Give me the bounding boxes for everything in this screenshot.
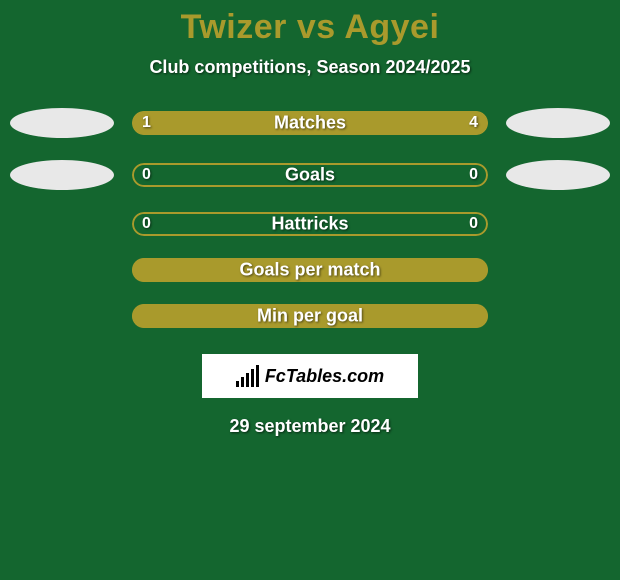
page-title: Twizer vs Agyei xyxy=(0,0,620,47)
logo-bar-icon xyxy=(251,369,254,387)
stat-bar-matches: Matches 1 4 xyxy=(132,111,488,135)
comparison-card: Twizer vs Agyei Club competitions, Seaso… xyxy=(0,0,620,580)
stat-label: Matches xyxy=(274,113,346,134)
stat-row-hattricks: Hattricks 0 0 xyxy=(10,212,610,236)
site-logo[interactable]: FcTables.com xyxy=(202,354,418,398)
stat-bar-min-per-goal: Min per goal xyxy=(132,304,488,328)
stat-row-goals-per-match: Goals per match xyxy=(10,258,610,282)
title-vs: vs xyxy=(297,8,336,46)
stat-value-right: 0 xyxy=(469,215,478,233)
player-right-oval xyxy=(506,108,610,138)
date-label: 29 september 2024 xyxy=(0,416,620,437)
stat-bar-goals: Goals 0 0 xyxy=(132,163,488,187)
stat-value-left: 0 xyxy=(142,166,151,184)
stat-value-right: 0 xyxy=(469,166,478,184)
stat-row-matches: Matches 1 4 xyxy=(10,108,610,138)
logo-bar-icon xyxy=(241,377,244,387)
stat-row-goals: Goals 0 0 xyxy=(10,160,610,190)
stat-row-min-per-goal: Min per goal xyxy=(10,304,610,328)
stat-label: Goals per match xyxy=(239,260,380,281)
player-left-oval xyxy=(10,108,114,138)
stat-value-left: 0 xyxy=(142,215,151,233)
stat-bar-goals-per-match: Goals per match xyxy=(132,258,488,282)
stat-label: Min per goal xyxy=(257,306,363,327)
player-left-oval xyxy=(10,160,114,190)
title-player-left: Twizer xyxy=(181,8,287,46)
stat-label: Goals xyxy=(285,165,335,186)
site-logo-text: FcTables.com xyxy=(265,366,384,387)
stat-label: Hattricks xyxy=(271,214,348,235)
subtitle: Club competitions, Season 2024/2025 xyxy=(0,57,620,78)
stat-value-left: 1 xyxy=(142,114,151,132)
stats-area: Matches 1 4 Goals 0 0 Hattricks 0 0 Goals per mat… xyxy=(0,108,620,328)
player-right-oval xyxy=(506,160,610,190)
logo-bar-icon xyxy=(246,373,249,387)
stat-bar-hattricks: Hattricks 0 0 xyxy=(132,212,488,236)
title-player-right: Agyei xyxy=(344,8,439,46)
logo-bar-icon xyxy=(236,381,239,387)
logo-bar-icon xyxy=(256,365,259,387)
logo-bars-icon xyxy=(236,365,259,387)
stat-value-right: 4 xyxy=(469,114,478,132)
